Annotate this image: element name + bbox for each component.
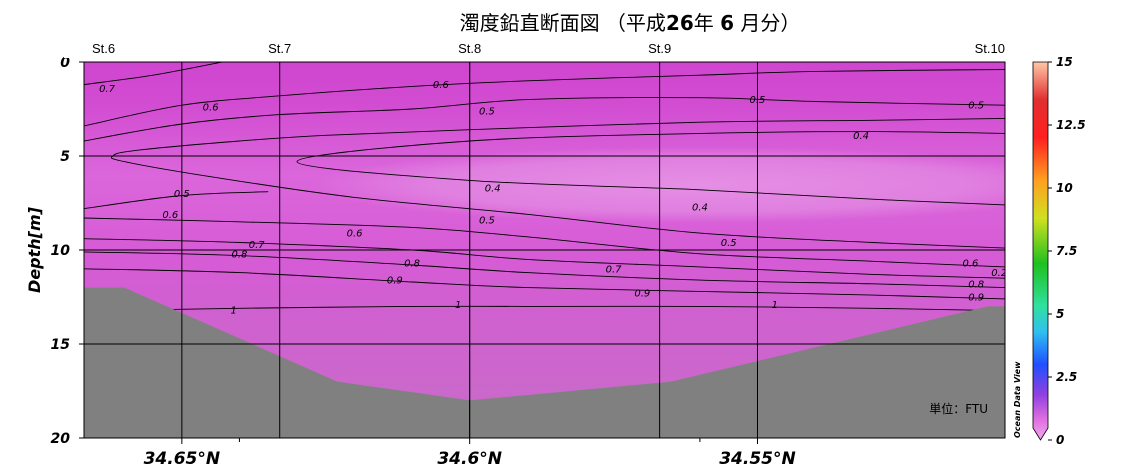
- colorbar-tick-label: 12.5: [1056, 118, 1086, 132]
- colorbar-tick-label: 10: [1056, 181, 1073, 195]
- contour-line-0.6-6: [84, 217, 1005, 268]
- station-labels: St.6 St.7 St.8 St.9 St.10: [64, 38, 1027, 58]
- plot-area: 0.70.60.60.50.50.50.40.40.40.50.50.50.60…: [84, 62, 1007, 438]
- contour-label: 0.9: [387, 276, 403, 287]
- contour-line-0.7-7: [84, 238, 1005, 279]
- y-tick-label: 5: [60, 149, 70, 165]
- y-axis-label: Depth[m]: [25, 206, 44, 293]
- colorbar-ticks: 0 2.5 5 7.5 10 12.5 15: [1048, 55, 1086, 447]
- gridlines: [84, 62, 1005, 438]
- contour-label: 0.9: [634, 289, 650, 300]
- unit-label: 単位：FTU: [929, 401, 988, 416]
- seafloor-bathymetry: [84, 287, 1005, 438]
- x-axis-ticks: 34.65°N 34.6°N 34.55°N: [144, 438, 796, 469]
- colorbar: 0 2.5 5 7.5 10 12.5 15: [1032, 55, 1086, 447]
- contour-line-0.9-9: [84, 268, 1005, 300]
- colorbar-tick-label: 5: [1056, 307, 1064, 321]
- contour-label: 1: [772, 300, 778, 311]
- contour-label: 0.4: [485, 183, 501, 194]
- x-tick-label: 34.65°N: [144, 449, 221, 469]
- contour-label: 0.8: [231, 249, 247, 260]
- contour-label: 0.6: [963, 259, 979, 270]
- station-label: St.7: [268, 41, 291, 56]
- contour-label: 0.5: [479, 106, 495, 117]
- colorbar-tick-label: 15: [1056, 55, 1073, 69]
- contour-line-0.4-3: [296, 131, 1005, 206]
- contour-label: 0.7: [606, 264, 623, 275]
- station-label-bg: [639, 38, 682, 58]
- colorbar-tick-label: 2.5: [1056, 370, 1077, 384]
- contour-line-1-10: [124, 305, 977, 311]
- x-tick-label: 34.55°N: [719, 449, 796, 469]
- contour-label: 0.8: [404, 259, 420, 270]
- contour-label: 0.8: [968, 279, 984, 290]
- contour-label: 0.6: [162, 210, 178, 221]
- colorbar-bar: [1032, 61, 1049, 441]
- colorbar-tick-label: 7.5: [1056, 244, 1077, 258]
- contour-lines: [84, 62, 1005, 311]
- station-label: St.8: [458, 41, 481, 56]
- chart-title: 濁度鉛直断面図 （平成26年 6 月分）: [460, 11, 801, 35]
- contour-label: 0.5: [479, 215, 495, 226]
- contour-label: 1: [455, 300, 461, 311]
- contour-label: 0.6: [433, 80, 449, 91]
- colorbar-tick-label: 0: [1056, 433, 1064, 447]
- station-label-bg: [259, 38, 302, 58]
- station-label: St.6: [92, 41, 115, 56]
- station-label-bg: [64, 38, 106, 58]
- contour-label: 0.2: [991, 268, 1007, 279]
- x-tick-label: 34.6°N: [437, 449, 502, 469]
- y-tick-label: 0: [60, 55, 70, 71]
- contour-label: 0.6: [203, 103, 219, 114]
- contour-label: 1: [230, 306, 236, 317]
- station-label: St.10: [975, 41, 1005, 56]
- y-tick-label: 20: [51, 431, 71, 447]
- ocean-data-view-watermark: Ocean Data View: [1013, 361, 1022, 438]
- y-tick-label: 15: [51, 337, 71, 353]
- y-tick-label: 10: [51, 243, 71, 259]
- contour-line-0.5-2: [84, 97, 1005, 142]
- contour-label: 0.7: [249, 240, 266, 251]
- contour-line-0.6-1: [84, 69, 1005, 127]
- title-background: [430, 6, 830, 36]
- station-label: St.9: [648, 41, 671, 56]
- contour-line-0.7-0: [84, 62, 223, 86]
- contour-label: 0.7: [99, 84, 116, 95]
- contour-label: 0.4: [692, 202, 708, 213]
- contour-label: 0.6: [347, 229, 363, 240]
- contour-label: 0.4: [853, 131, 869, 142]
- station-label-bg: [985, 38, 1027, 58]
- contour-line-0.8-8: [84, 251, 1005, 289]
- contour-label: 0.9: [968, 293, 984, 304]
- y-axis-ticks: 0 5 10 15 20: [51, 55, 84, 447]
- contour-label: 0.5: [968, 101, 984, 112]
- low-turbidity-core: [310, 147, 1005, 223]
- contour-label: 0.5: [721, 238, 737, 249]
- station-label-bg: [449, 38, 492, 58]
